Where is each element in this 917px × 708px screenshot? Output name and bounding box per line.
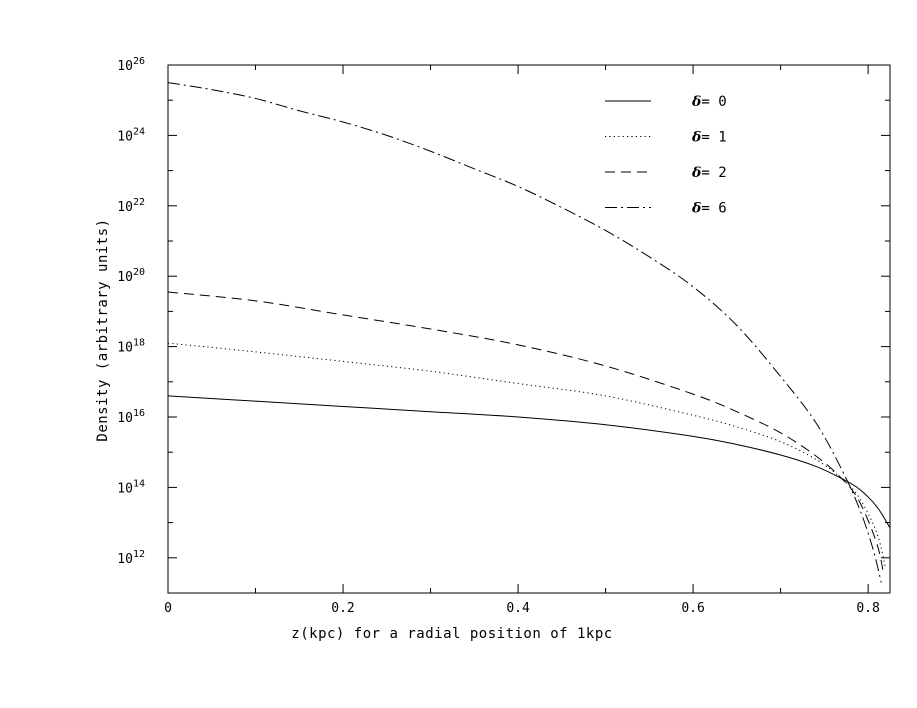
y-tick-base: 10 — [117, 481, 133, 496]
legend-label: δ= 1 — [691, 130, 727, 146]
y-tick-label: 1014 — [117, 478, 145, 496]
y-tick-exponent: 26 — [133, 56, 145, 67]
series-line-delta-0 — [168, 395, 890, 529]
legend-delta-symbol: δ — [691, 201, 701, 217]
axis-ticks — [167, 64, 890, 594]
legend-label: δ= 2 — [691, 165, 727, 181]
y-tick-exponent: 18 — [133, 338, 145, 349]
y-tick-base: 10 — [117, 270, 133, 285]
x-tick-label: 0 — [164, 601, 172, 616]
y-tick-label: 1012 — [117, 549, 145, 567]
axis-tick-labels: 0 0.2 0.4 0.6 0.8101210141016101810201022102… — [117, 56, 880, 616]
y-tick-label: 1024 — [117, 126, 145, 144]
y-tick-base: 10 — [117, 411, 133, 426]
legend-label: δ= 0 — [691, 94, 727, 110]
x-axis-title: z(kpc) for a radial position of 1kpc — [291, 626, 612, 642]
plot-frame — [167, 64, 891, 594]
y-axis-title: Density (arbitrary units) — [95, 218, 111, 441]
legend-delta-symbol: δ — [691, 165, 701, 181]
y-tick-base: 10 — [117, 59, 133, 74]
series-line-delta-2 — [168, 291, 885, 576]
y-tick-exponent: 16 — [133, 408, 145, 419]
legend-delta-symbol: δ — [691, 94, 701, 110]
series-line-delta-1 — [168, 342, 887, 569]
legend: δ= 0δ= 1δ= 2δ= 6 — [605, 94, 727, 217]
y-tick-exponent: 12 — [133, 549, 145, 560]
y-tick-label: 1018 — [117, 338, 145, 356]
y-tick-exponent: 22 — [133, 197, 145, 208]
y-tick-label: 1026 — [117, 56, 145, 74]
series-lines — [168, 82, 890, 583]
y-tick-exponent: 20 — [133, 267, 145, 278]
y-tick-exponent: 24 — [133, 126, 145, 137]
x-tick-label: 0.2 — [331, 601, 354, 616]
legend-value: = 6 — [701, 201, 726, 217]
y-tick-base: 10 — [117, 129, 133, 144]
legend-value: = 0 — [701, 94, 726, 110]
y-tick-label: 1020 — [117, 267, 145, 285]
y-tick-label: 1016 — [117, 408, 145, 426]
legend-value: = 1 — [701, 130, 726, 146]
y-tick-label: 1022 — [117, 197, 145, 215]
x-tick-label: 0.4 — [506, 601, 530, 616]
series-line-delta-6 — [168, 82, 882, 583]
x-tick-label: 0.8 — [856, 601, 879, 616]
y-tick-base: 10 — [117, 200, 133, 215]
y-tick-base: 10 — [117, 341, 133, 356]
legend-value: = 2 — [701, 165, 726, 181]
x-tick-label: 0.6 — [681, 601, 704, 616]
y-tick-exponent: 14 — [133, 478, 145, 489]
legend-delta-symbol: δ — [691, 130, 701, 146]
y-tick-base: 10 — [117, 552, 133, 567]
legend-label: δ= 6 — [691, 201, 727, 217]
